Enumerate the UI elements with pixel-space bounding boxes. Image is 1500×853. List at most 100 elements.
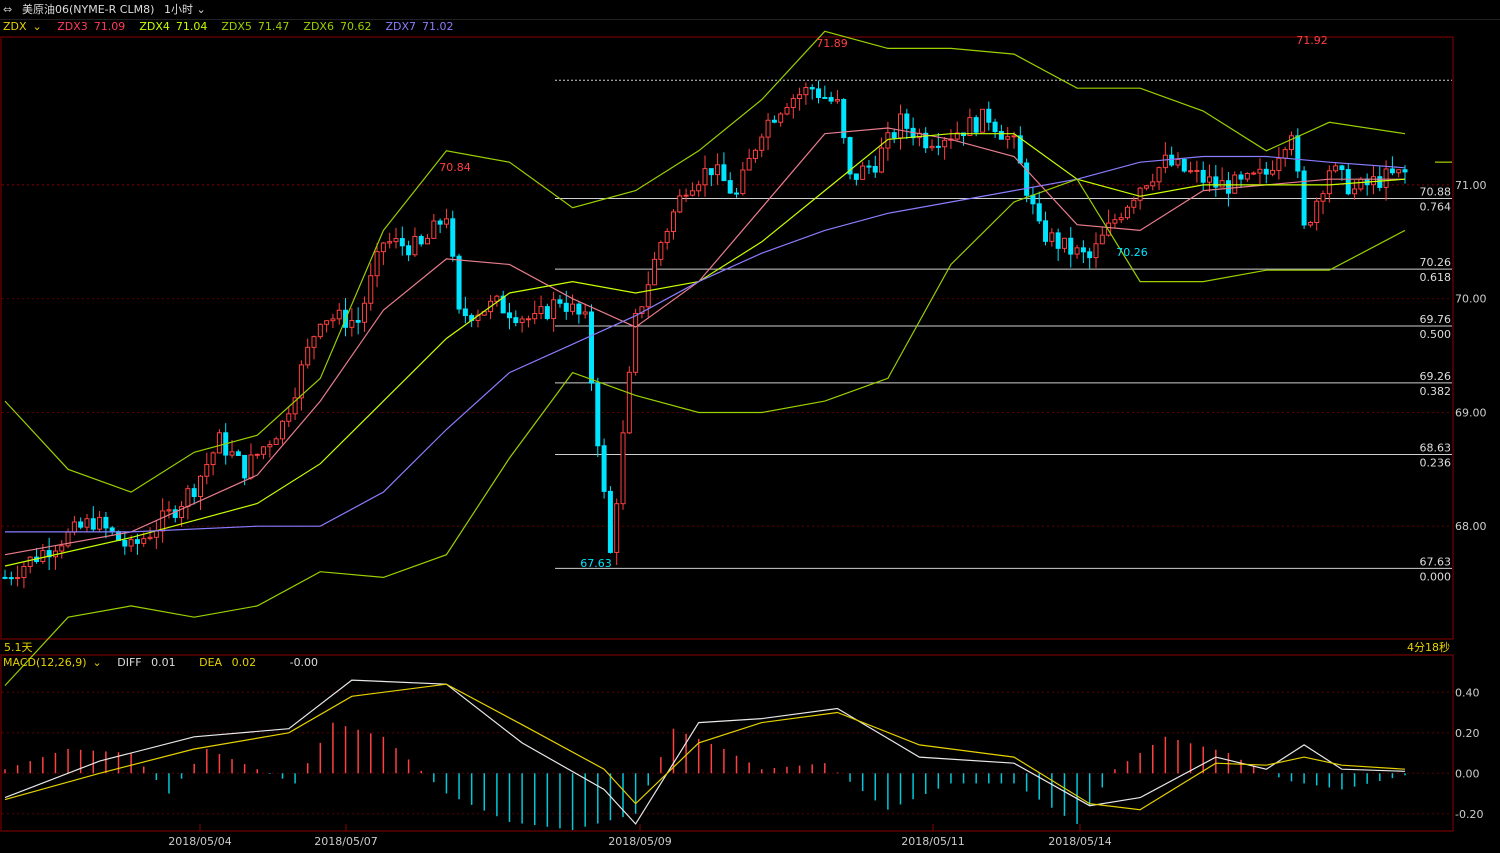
diff-value: 0.01: [151, 656, 176, 669]
date-axis-label: 2018/05/14: [1048, 835, 1111, 848]
indicator-legend: ZDX ⌄ ZDX3 71.09 ZDX4 71.04 ZDX5 71.47 ZDX6 70.6…: [0, 19, 474, 35]
fib-ratio-label: 0.236: [1420, 457, 1452, 470]
candle-up: [1276, 157, 1282, 171]
price-axis-label: 68.00: [1455, 520, 1487, 533]
candle-down: [78, 521, 84, 528]
candle-up: [639, 306, 645, 314]
candle-down: [8, 577, 14, 580]
candle-down: [1389, 168, 1395, 174]
candle-down: [172, 509, 178, 518]
candle-down: [1036, 203, 1042, 222]
candle-up: [425, 237, 431, 245]
candle-up: [778, 113, 784, 123]
high-annotation-3: 71.92: [1296, 34, 1328, 47]
candle-up: [254, 453, 260, 456]
candle-down: [122, 540, 128, 547]
price-axis-label: 71.00: [1455, 179, 1487, 192]
candle-up: [229, 451, 235, 456]
candle-down: [923, 132, 929, 149]
candle-up: [216, 432, 222, 454]
candle-up: [1049, 232, 1055, 242]
candle-up: [1383, 168, 1389, 188]
fib-price-label: 69.76: [1420, 313, 1452, 326]
macd-axis-label: -0.20: [1455, 808, 1483, 821]
candle-down: [437, 220, 443, 225]
macd-line-dea: [4, 683, 1406, 811]
indicator-value-zdx3: 71.09: [93, 20, 126, 33]
indicator-label-zdx3: ZDX3: [57, 20, 88, 33]
candle-down: [544, 306, 550, 320]
candle-down: [513, 317, 519, 324]
chevron-down-icon: ⌄: [32, 20, 42, 33]
candle-up: [305, 346, 311, 366]
period-label: 1小时: [164, 3, 193, 16]
candle-down: [1087, 251, 1093, 259]
candle-up: [954, 132, 960, 140]
date-axis-label: 2018/05/11: [901, 835, 964, 848]
candle-down: [601, 445, 607, 492]
candle-up: [1232, 174, 1238, 194]
candle-up: [897, 113, 903, 139]
candle-down: [721, 164, 727, 182]
candle-down: [771, 119, 777, 123]
candle-up: [286, 413, 292, 422]
period-selector[interactable]: 1小时 ⌄: [164, 0, 206, 19]
candle-up: [330, 318, 336, 322]
candle-up: [153, 530, 159, 538]
price-axis-label: 70.00: [1455, 293, 1487, 306]
macd-axis-label: 0.00: [1455, 767, 1480, 780]
candle-down: [607, 490, 613, 553]
indicator-line-zdx5: [4, 30, 1406, 493]
candle-down: [998, 131, 1004, 140]
candle-down: [727, 180, 733, 194]
candle-down: [1301, 170, 1307, 226]
dea-label: DEA: [199, 656, 223, 669]
candle-down: [1402, 169, 1408, 173]
swap-icon[interactable]: ⇔: [3, 3, 13, 16]
candle-up: [1282, 149, 1288, 159]
candle-down: [1068, 237, 1074, 255]
candle-up: [1288, 135, 1294, 151]
candle-up: [412, 235, 418, 256]
fib-price-label: 70.26: [1420, 256, 1452, 269]
candle-down: [1295, 135, 1301, 172]
indicator-value-zdx5: 71.47: [257, 20, 290, 33]
indicator-value-zdx7: 71.02: [422, 20, 454, 33]
indicator-selector[interactable]: ZDX ⌄: [3, 20, 42, 33]
candle-up: [1270, 169, 1276, 175]
candle-up: [84, 518, 90, 528]
candle-up: [1131, 199, 1137, 208]
candle-up: [1333, 165, 1339, 172]
candle-down: [1024, 162, 1030, 196]
candle-down: [866, 165, 872, 168]
candle-down: [134, 539, 140, 544]
candle-down: [507, 312, 513, 319]
candle-up: [21, 565, 27, 579]
candle-up: [765, 119, 771, 138]
macd-selector[interactable]: MACD(12,26,9) ⌄: [3, 656, 102, 669]
date-axis-label: 2018/05/09: [608, 835, 671, 848]
candle-down: [904, 113, 910, 129]
countdown-label: 4分18秒: [1407, 640, 1450, 654]
candle-up: [1207, 176, 1213, 183]
symbol-title[interactable]: 美原油06(NYME-R CLM8): [22, 3, 155, 16]
candle-down: [90, 518, 96, 530]
candle-up: [696, 184, 702, 192]
candle-up: [1156, 167, 1162, 183]
candle-down: [462, 308, 468, 317]
candle-down: [191, 488, 197, 498]
candle-down: [235, 451, 241, 456]
candle-up: [860, 165, 866, 180]
indicator-label-zdx6: ZDX6: [303, 20, 334, 33]
fib-price-label: 68.63: [1420, 442, 1452, 455]
candle-down: [828, 97, 834, 102]
candle-up: [1370, 176, 1376, 186]
candle-down: [708, 168, 714, 176]
low-annotation-1: 67.63: [580, 557, 612, 570]
candle-up: [715, 164, 721, 176]
candle-up: [197, 475, 203, 498]
candle-up: [1118, 217, 1124, 221]
diff-label: DIFF: [117, 656, 142, 669]
indicator-value-zdx6: 70.62: [339, 20, 372, 33]
